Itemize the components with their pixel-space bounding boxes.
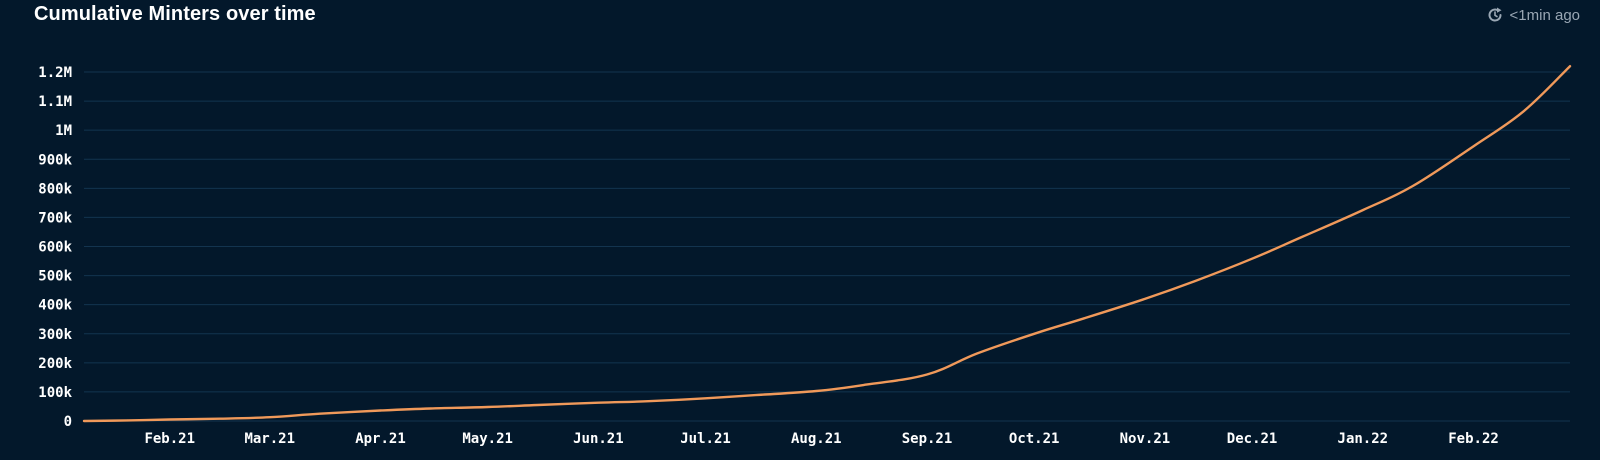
- y-tick-label: 1M: [55, 123, 72, 139]
- data-point[interactable]: [317, 411, 323, 417]
- data-point[interactable]: [1360, 207, 1366, 213]
- y-tick-label: 600k: [38, 240, 72, 256]
- data-point[interactable]: [924, 371, 930, 377]
- x-tick-label: Feb.21: [144, 431, 195, 447]
- y-tick-label: 300k: [38, 327, 72, 343]
- data-point[interactable]: [1249, 256, 1255, 262]
- y-tick-label: 1.2M: [38, 65, 72, 81]
- y-tick-label: 700k: [38, 210, 72, 226]
- data-point[interactable]: [267, 414, 273, 420]
- x-tick-label: Apr.21: [355, 431, 406, 447]
- data-point[interactable]: [863, 382, 869, 388]
- data-point[interactable]: [1081, 315, 1087, 321]
- x-tick-label: Oct.21: [1009, 431, 1060, 447]
- data-point[interactable]: [1410, 183, 1416, 189]
- x-tick-label: Nov.21: [1120, 431, 1171, 447]
- data-point[interactable]: [124, 417, 130, 423]
- x-tick-label: Mar.21: [244, 431, 295, 447]
- chart-title: Cumulative Minters over time: [34, 3, 316, 25]
- data-point[interactable]: [217, 416, 223, 422]
- y-tick-label: 900k: [38, 152, 72, 168]
- x-tick-label: Jan.22: [1338, 431, 1389, 447]
- data-point[interactable]: [1192, 278, 1198, 284]
- data-point[interactable]: [377, 408, 383, 414]
- x-tick-label: Jun.21: [573, 431, 624, 447]
- x-tick-label: May.21: [462, 431, 513, 447]
- grid-lines: [84, 71, 1570, 422]
- data-point[interactable]: [703, 395, 709, 401]
- x-tick-label: Dec.21: [1227, 431, 1278, 447]
- data-point[interactable]: [595, 400, 601, 406]
- y-axis-ticks: 0 100k 200k 300k 400k 500k 600k 700k 800k 900k 1M 1…: [38, 65, 72, 430]
- data-point[interactable]: [81, 418, 87, 424]
- y-tick-label: 100k: [38, 385, 72, 401]
- y-tick-label: 800k: [38, 181, 72, 197]
- data-point[interactable]: [753, 392, 759, 398]
- y-tick-label: 200k: [38, 356, 72, 372]
- y-tick-label: 1.1M: [38, 94, 72, 110]
- x-tick-label: Sep.21: [902, 431, 953, 447]
- refresh-label: <1min ago: [1509, 6, 1580, 24]
- y-tick-label: 500k: [38, 269, 72, 285]
- data-point[interactable]: [813, 388, 819, 394]
- x-tick-label: Jul.21: [680, 431, 731, 447]
- data-point[interactable]: [1471, 143, 1477, 149]
- data-point[interactable]: [1031, 331, 1037, 337]
- data-point[interactable]: [974, 351, 980, 357]
- series-line: [82, 65, 1572, 423]
- data-point[interactable]: [1567, 63, 1573, 69]
- x-tick-label: Feb.22: [1448, 431, 1499, 447]
- refresh-status[interactable]: <1min ago: [1486, 6, 1580, 24]
- x-tick-label: Aug.21: [791, 431, 842, 447]
- data-point[interactable]: [1521, 108, 1527, 114]
- data-point[interactable]: [167, 417, 173, 423]
- data-point[interactable]: [485, 404, 491, 410]
- x-axis-ticks: Feb.21 Mar.21 Apr.21 May.21 Jun.21 Jul.21 Aug.…: [144, 431, 1498, 447]
- data-point[interactable]: [645, 398, 651, 404]
- data-point[interactable]: [1142, 296, 1148, 302]
- refresh-icon[interactable]: [1486, 6, 1504, 24]
- data-point[interactable]: [1299, 234, 1305, 240]
- data-point[interactable]: [535, 402, 541, 408]
- y-tick-label: 400k: [38, 298, 72, 314]
- series-group: [81, 63, 1573, 424]
- data-point[interactable]: [427, 405, 433, 411]
- y-tick-label: 0: [64, 414, 72, 430]
